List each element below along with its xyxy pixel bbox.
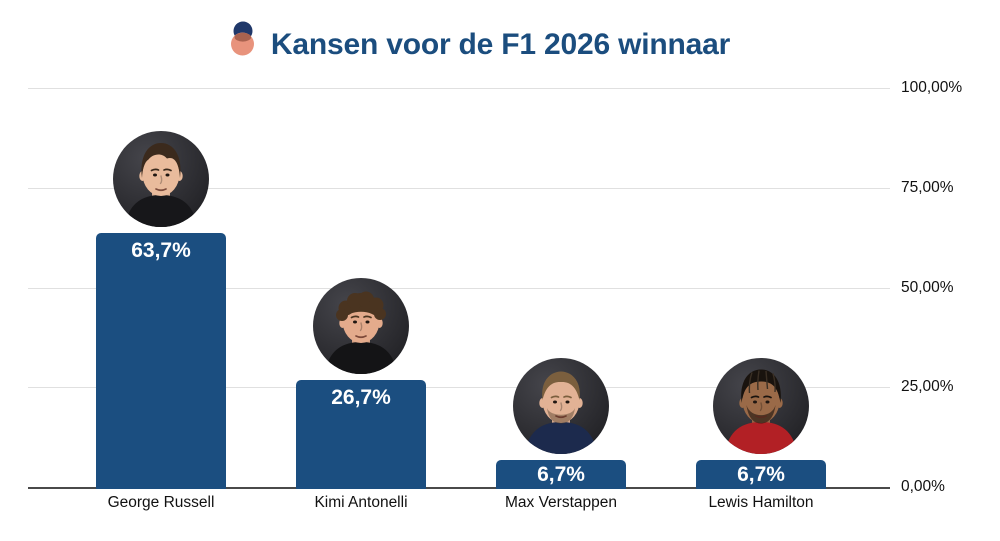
gridline: [28, 88, 890, 89]
bar-value-label: 63,7%: [131, 238, 191, 262]
x-axis-label-lewis-hamilton: Lewis Hamilton: [708, 494, 814, 511]
gridline: [28, 287, 890, 289]
gridline: [28, 187, 890, 189]
y-axis-tick-label: 50,00%: [901, 278, 954, 296]
bar-lewis-hamilton: [696, 460, 826, 489]
x-axis-label-max-verstappen: Max Verstappen: [504, 494, 617, 511]
bar-george-russell: [96, 232, 226, 489]
y-axis-tick-label: 0,00%: [901, 478, 945, 495]
x-axis-line: [28, 486, 890, 489]
chart-header: Kansen voor de F1 2026 winnaar: [0, 20, 980, 69]
y-axis-tick-label: 25,00%: [901, 378, 954, 396]
avatar-kimi-antonelli: [313, 278, 409, 375]
bar-value-label: 6,7%: [737, 462, 785, 486]
bar-value-label: 6,7%: [537, 462, 585, 486]
x-axis-label-george-russell: George Russell: [107, 494, 215, 511]
bar-value-label: 26,7%: [331, 386, 391, 410]
avatar-lewis-hamilton: [713, 358, 809, 455]
gridline: [28, 387, 890, 389]
avatar-max-verstappen: [513, 358, 609, 455]
chart-title: Kansen voor de F1 2026 winnaar: [270, 27, 731, 61]
y-axis-tick-label: 75,00%: [901, 178, 954, 196]
y-axis-tick-label: 100,00%: [901, 79, 963, 96]
avatar-george-russell: [113, 130, 209, 227]
two-circles-logo-icon: [230, 20, 256, 69]
bar-max-verstappen: [496, 460, 626, 489]
bar-kimi-antonelli: [296, 380, 426, 489]
x-axis-label-kimi-antonelli: Kimi Antonelli: [314, 494, 408, 511]
